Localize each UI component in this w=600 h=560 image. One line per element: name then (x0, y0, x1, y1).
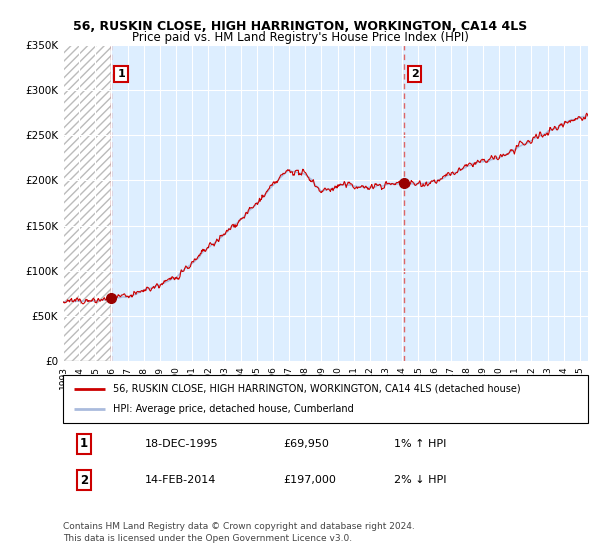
Text: Contains HM Land Registry data © Crown copyright and database right 2024.
This d: Contains HM Land Registry data © Crown c… (63, 522, 415, 543)
Text: 18-DEC-1995: 18-DEC-1995 (145, 438, 218, 449)
Text: Price paid vs. HM Land Registry's House Price Index (HPI): Price paid vs. HM Land Registry's House … (131, 31, 469, 44)
Text: £197,000: £197,000 (284, 475, 337, 485)
Text: 2: 2 (80, 474, 88, 487)
Text: HPI: Average price, detached house, Cumberland: HPI: Average price, detached house, Cumb… (113, 404, 353, 414)
Text: 1% ↑ HPI: 1% ↑ HPI (394, 438, 446, 449)
Text: 56, RUSKIN CLOSE, HIGH HARRINGTON, WORKINGTON, CA14 4LS (detached house): 56, RUSKIN CLOSE, HIGH HARRINGTON, WORKI… (113, 384, 521, 394)
Bar (63, 45, 111, 361)
FancyBboxPatch shape (63, 375, 588, 423)
Text: £69,950: £69,950 (284, 438, 329, 449)
Text: 14-FEB-2014: 14-FEB-2014 (145, 475, 216, 485)
Text: 2% ↓ HPI: 2% ↓ HPI (394, 475, 446, 485)
Text: 56, RUSKIN CLOSE, HIGH HARRINGTON, WORKINGTON, CA14 4LS: 56, RUSKIN CLOSE, HIGH HARRINGTON, WORKI… (73, 20, 527, 32)
Text: 1: 1 (80, 437, 88, 450)
Bar (63, 45, 111, 361)
Text: 1: 1 (117, 69, 125, 79)
Text: 2: 2 (410, 69, 418, 79)
